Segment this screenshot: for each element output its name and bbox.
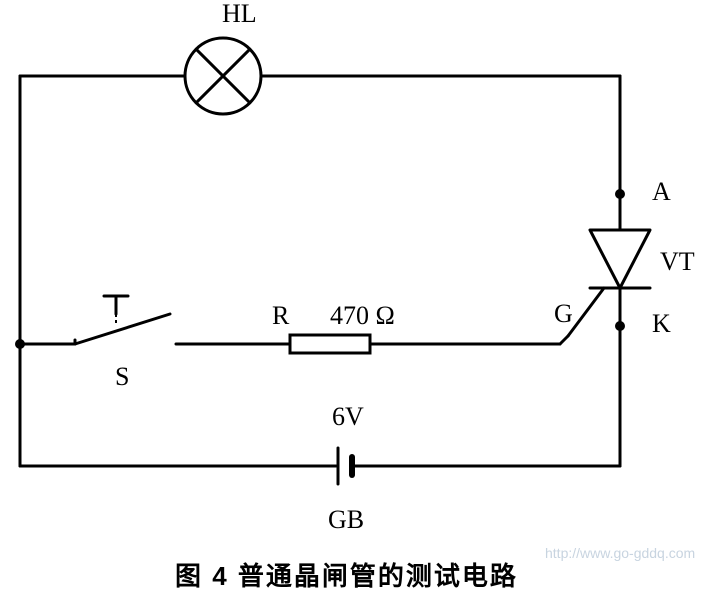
label-lamp: HL (222, 0, 257, 28)
circuit-diagram: HL A VT G K S R 470 Ω 6V GB 图 4 普通晶闸管的测试电路 http://w… (0, 0, 722, 616)
watermark-url: http://www.go-gddq.com (545, 545, 695, 561)
label-battery_v: 6V (332, 402, 364, 431)
label-battery: GB (328, 505, 364, 534)
thyristor-icon (590, 230, 650, 288)
label-resistor_value: 470 Ω (330, 301, 395, 330)
label-thyristor: VT (660, 247, 695, 276)
label-switch: S (115, 362, 129, 391)
label-anode: A (652, 177, 671, 206)
resistor-icon (290, 335, 370, 353)
left-mid-node (15, 339, 25, 349)
label-resistor_name: R (272, 301, 290, 330)
figure-caption: 图 4 普通晶闸管的测试电路 (175, 561, 518, 591)
label-cathode: K (652, 309, 671, 338)
label-gate: G (554, 299, 573, 328)
